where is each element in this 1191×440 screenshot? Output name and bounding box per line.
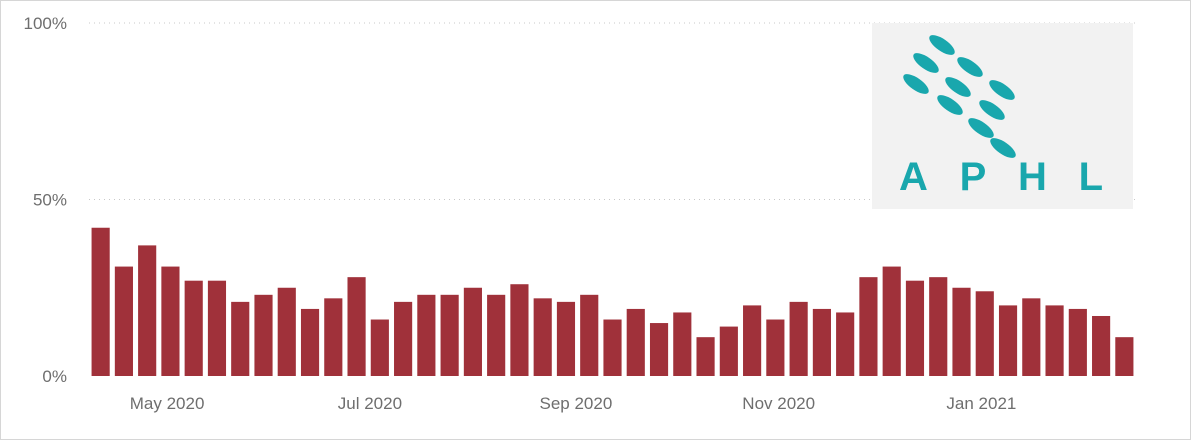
bar[interactable] (673, 312, 692, 376)
bar[interactable] (394, 301, 413, 376)
bar[interactable] (998, 305, 1018, 376)
bar[interactable] (1045, 305, 1064, 376)
y-axis-ticks: 0% 50% 100% (24, 14, 67, 386)
bar[interactable] (929, 277, 948, 376)
bar[interactable] (603, 319, 622, 376)
bar[interactable] (882, 266, 901, 376)
x-tick-label: Nov 2020 (742, 394, 815, 413)
bar[interactable] (580, 294, 599, 376)
bar[interactable] (487, 294, 506, 376)
bar[interactable] (1092, 315, 1111, 376)
bar[interactable] (812, 308, 831, 376)
y-tick-label: 50% (33, 191, 67, 210)
x-tick-label: Sep 2020 (540, 394, 613, 413)
bar[interactable] (231, 301, 250, 376)
bar[interactable] (463, 287, 482, 376)
bar[interactable] (859, 277, 878, 376)
bar[interactable] (138, 245, 157, 376)
bar[interactable] (533, 298, 552, 376)
bar[interactable] (91, 227, 110, 376)
bar[interactable] (370, 319, 389, 376)
bar[interactable] (114, 266, 133, 376)
bars (91, 227, 1134, 376)
bar[interactable] (743, 305, 762, 376)
x-tick-label: Jan 2021 (946, 394, 1016, 413)
bar[interactable] (696, 337, 715, 376)
bar[interactable] (766, 319, 785, 376)
bar[interactable] (207, 280, 227, 376)
bar[interactable] (649, 323, 669, 376)
bar[interactable] (952, 287, 971, 376)
bar[interactable] (1068, 308, 1087, 376)
bar[interactable] (254, 294, 273, 376)
bar[interactable] (975, 291, 994, 376)
x-tick-label: Jul 2020 (338, 394, 402, 413)
bar[interactable] (836, 312, 855, 376)
bar[interactable] (440, 294, 459, 376)
bar[interactable] (556, 301, 576, 376)
bar[interactable] (161, 266, 180, 376)
bar[interactable] (347, 277, 366, 376)
y-tick-label: 100% (24, 14, 67, 33)
bar[interactable] (905, 280, 925, 376)
bar[interactable] (417, 294, 436, 376)
bar[interactable] (300, 308, 320, 376)
bar[interactable] (324, 298, 343, 376)
bar[interactable] (626, 308, 645, 376)
x-axis-ticks: May 2020 Jul 2020 Sep 2020 Nov 2020 Jan 2021 (130, 394, 1017, 413)
y-tick-label: 0% (42, 367, 67, 386)
bar[interactable] (510, 284, 529, 376)
aphl-oval-dots-icon (903, 35, 1016, 158)
aphl-logo: APHL (872, 23, 1133, 209)
bar[interactable] (789, 301, 808, 376)
bar[interactable] (184, 280, 203, 376)
x-tick-label: May 2020 (130, 394, 205, 413)
bar[interactable] (277, 287, 296, 376)
bar[interactable] (1022, 298, 1041, 376)
bar[interactable] (719, 326, 738, 376)
bar[interactable] (1115, 337, 1134, 376)
